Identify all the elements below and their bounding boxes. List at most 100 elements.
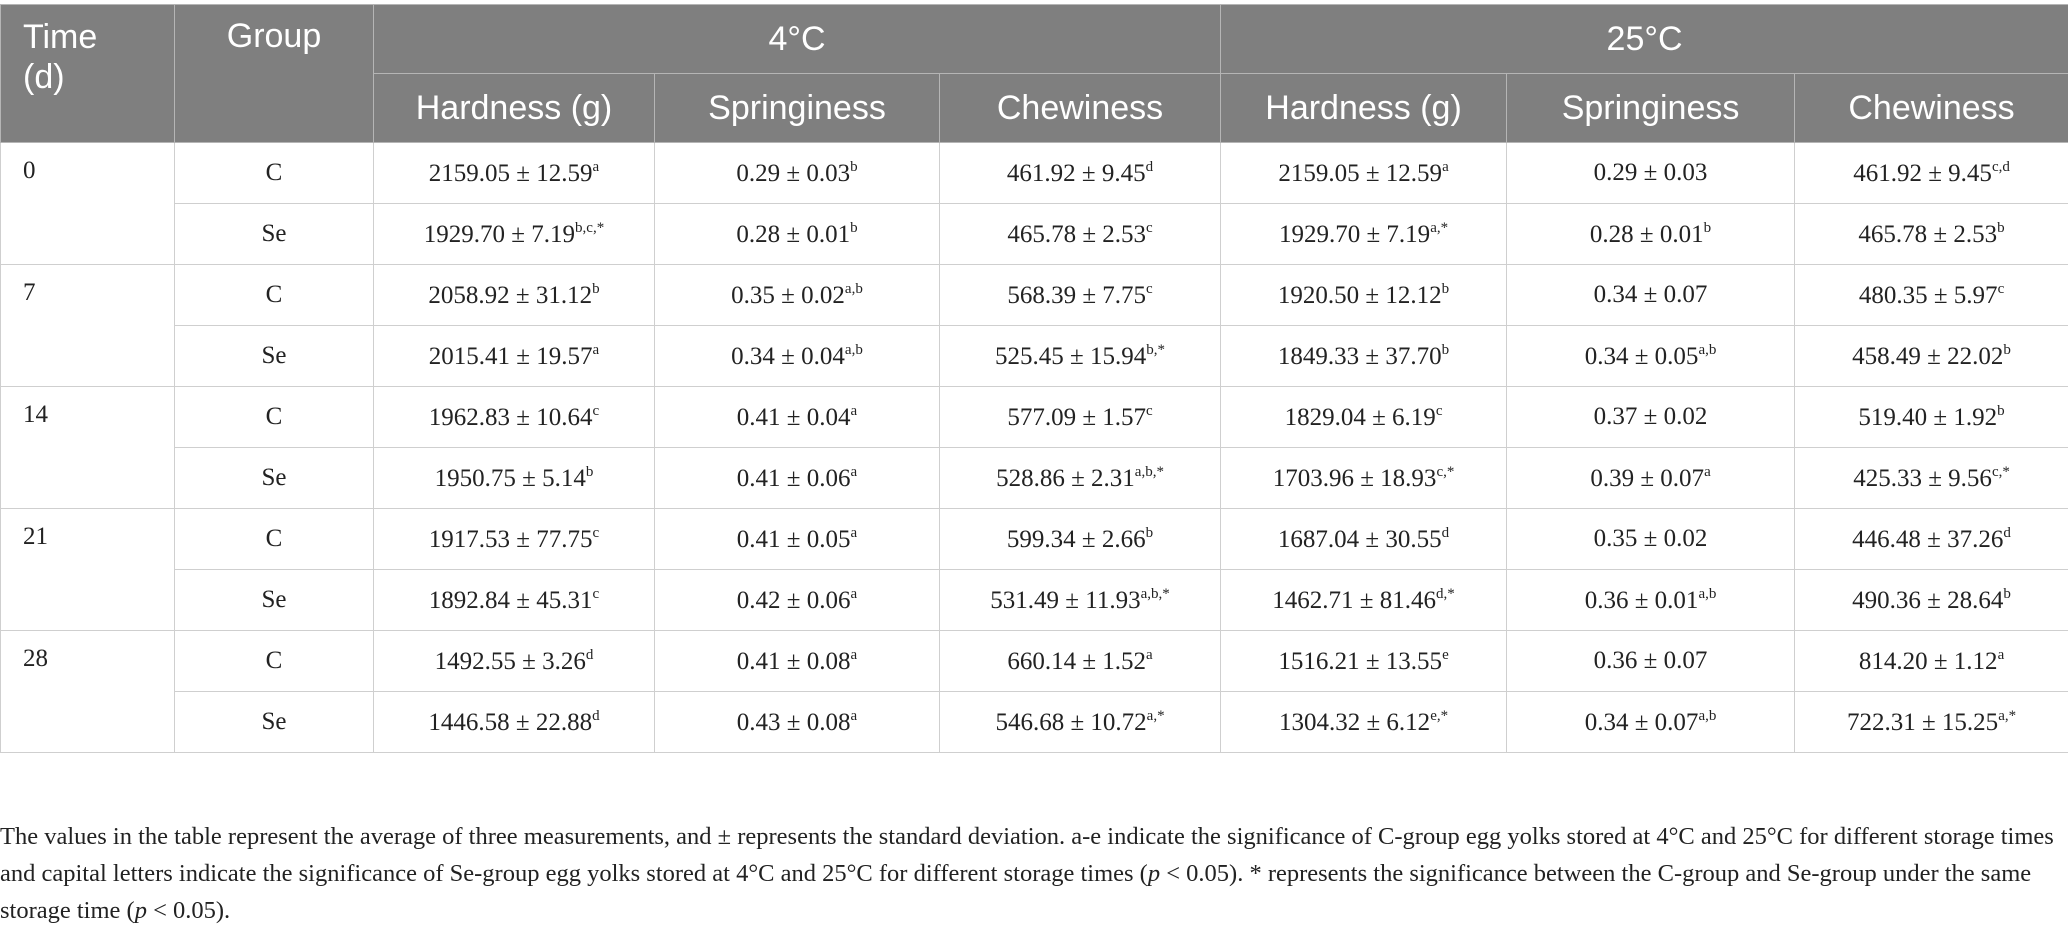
- group-cell: Se: [174, 691, 374, 753]
- value-cell: 0.35 ± 0.02a,b: [654, 264, 940, 326]
- group-cell: Se: [174, 569, 374, 631]
- value-text: 546.68 ± 10.72: [995, 708, 1147, 736]
- value-text: 1950.75 ± 5.14: [434, 464, 586, 492]
- significance-mark: d: [592, 707, 600, 724]
- value-text: 1304.32 ± 6.12: [1278, 708, 1431, 736]
- value-cell: 465.78 ± 2.53b: [1794, 203, 2068, 265]
- table-row: 28 C 1492.55 ± 3.26d 0.41 ± 0.08a 660.14 ± 1…: [0, 630, 2068, 753]
- time-cell: 7: [0, 264, 175, 387]
- group-header: Group: [174, 4, 374, 143]
- value-cell: 458.49 ± 22.02b: [1794, 325, 2068, 387]
- value-text: 1962.83 ± 10.64: [428, 403, 593, 431]
- value-text: 577.09 ± 1.57: [1007, 403, 1147, 431]
- significance-mark: a,*: [1998, 707, 2017, 724]
- value-text: 0.29 ± 0.03: [1593, 159, 1708, 186]
- table-row: Se 1446.58 ± 22.88d 0.43 ± 0.08a 546.68 ± 1…: [1, 691, 2068, 753]
- significance-mark: b: [592, 280, 600, 297]
- value-cell: 1703.96 ± 18.93c,*: [1220, 447, 1508, 509]
- significance-mark: b,c,*: [575, 219, 605, 236]
- table-row: Se 1929.70 ± 7.19b,c,* 0.28 ± 0.01b 465.78 …: [1, 203, 2068, 265]
- value-text: 1917.53 ± 77.75: [428, 525, 593, 553]
- significance-mark: a: [1146, 646, 1153, 663]
- significance-mark: b: [2003, 341, 2011, 358]
- value-cell: 722.31 ± 15.25a,*: [1794, 691, 2068, 753]
- value-text: 660.14 ± 1.52: [1007, 647, 1147, 675]
- value-cell: 525.45 ± 15.94b,*: [938, 325, 1222, 387]
- value-cell: 425.33 ± 9.56c,*: [1794, 447, 2068, 509]
- value-text: 1516.21 ± 13.55: [1278, 647, 1443, 675]
- table-row: Se 1950.75 ± 5.14b 0.41 ± 0.06a 528.86 ± 2.…: [1, 447, 2068, 509]
- significance-mark: c: [1435, 402, 1443, 419]
- value-cell: 1462.71 ± 81.46d,*: [1220, 569, 1508, 631]
- value-cell: 0.41 ± 0.05a: [654, 508, 940, 570]
- value-text: 0.39 ± 0.07: [1590, 464, 1705, 492]
- significance-mark: d: [1145, 158, 1154, 175]
- value-text: 0.28 ± 0.01: [736, 220, 851, 248]
- value-text: 599.34 ± 2.66: [1006, 525, 1146, 553]
- value-text: 0.28 ± 0.01: [1589, 220, 1704, 248]
- table-row: 7 C 2058.92 ± 31.12b 0.35 ± 0.02a,b 568.39 ±…: [0, 264, 2068, 387]
- significance-mark: b: [585, 463, 594, 480]
- value-text: 0.34 ± 0.04: [731, 342, 845, 370]
- value-text: 2058.92 ± 31.12: [428, 281, 593, 309]
- significance-mark: b,*: [1146, 341, 1165, 358]
- value-cell: 465.78 ± 2.53c: [938, 203, 1222, 265]
- significance-mark: a,*: [1146, 707, 1165, 724]
- column-header: Hardness (g): [373, 73, 655, 143]
- value-text: 531.49 ± 11.93: [990, 586, 1141, 614]
- value-cell: 2058.92 ± 31.12b: [373, 264, 655, 326]
- significance-mark: c: [1146, 219, 1153, 236]
- value-text: 446.48 ± 37.26: [1852, 525, 2004, 553]
- value-text: 490.36 ± 28.64: [1852, 586, 2004, 614]
- header-row: Time (d) Group 4°C 25°C: [0, 4, 2068, 143]
- time-cell: 21: [0, 508, 175, 631]
- value-cell: 0.29 ± 0.03b: [654, 142, 940, 204]
- table-body: 0 C 2159.05 ± 12.59a 0.29 ± 0.03b 461.92 ± 9…: [0, 142, 2068, 753]
- significance-mark: b: [1997, 219, 2005, 236]
- value-text: 425.33 ± 9.56: [1853, 464, 1992, 492]
- value-text: 1446.58 ± 22.88: [428, 708, 593, 736]
- column-header: Chewiness: [1794, 73, 2068, 143]
- value-text: 480.35 ± 5.97: [1858, 281, 1998, 309]
- value-text: 0.29 ± 0.03: [736, 159, 851, 187]
- value-cell: 0.43 ± 0.08a: [654, 691, 940, 753]
- value-cell: 1446.58 ± 22.88d: [373, 691, 655, 753]
- table-row: 0 C 2159.05 ± 12.59a 0.29 ± 0.03b 461.92 ± 9…: [0, 142, 2068, 265]
- value-cell: 0.42 ± 0.06a: [654, 569, 940, 631]
- group-cell: Se: [174, 447, 374, 509]
- value-text: 0.41 ± 0.08: [736, 647, 851, 675]
- value-text: 0.37 ± 0.02: [1593, 403, 1708, 430]
- significance-mark: b: [850, 219, 858, 236]
- value-text: 519.40 ± 1.92: [1858, 403, 1998, 431]
- significance-mark: a: [850, 707, 858, 724]
- value-cell: 0.34 ± 0.07: [1506, 264, 1796, 326]
- value-cell: 1917.53 ± 77.75c: [373, 508, 655, 570]
- value-text: 0.36 ± 0.01: [1584, 586, 1699, 614]
- value-cell: 568.39 ± 7.75c: [938, 264, 1222, 326]
- table-row: 21 C 1917.53 ± 77.75c 0.41 ± 0.05a 599.34 ± …: [0, 508, 2068, 631]
- value-cell: 1929.70 ± 7.19a,*: [1220, 203, 1508, 265]
- value-cell: 1829.04 ± 6.19c: [1220, 386, 1508, 448]
- significance-mark: e,*: [1430, 707, 1449, 724]
- significance-mark: c,d: [1991, 158, 2010, 175]
- table-header: Time (d) Group 4°C 25°C Hardness (g) Springin…: [0, 4, 2068, 143]
- value-text: 465.78 ± 2.53: [1858, 220, 1998, 248]
- significance-mark: b: [1703, 219, 1712, 236]
- value-text: 2159.05 ± 12.59: [428, 159, 593, 187]
- value-text: 1849.33 ± 37.70: [1277, 342, 1442, 370]
- value-text: 1892.84 ± 45.31: [428, 586, 593, 614]
- value-text: 568.39 ± 7.75: [1007, 281, 1147, 309]
- significance-mark: b: [1145, 524, 1154, 541]
- value-cell: 519.40 ± 1.92b: [1794, 386, 2068, 448]
- significance-mark: a: [1704, 463, 1711, 480]
- table-row: 14 C 1962.83 ± 10.64c 0.41 ± 0.04a 577.09 ± …: [0, 386, 2068, 509]
- value-text: 0.34 ± 0.07: [1584, 708, 1699, 736]
- value-text: 0.41 ± 0.04: [736, 403, 851, 431]
- value-text: 2159.05 ± 12.59: [1278, 159, 1443, 187]
- temperature-header: 4°C: [372, 4, 1222, 74]
- group-cell: Se: [174, 203, 374, 265]
- value-text: 461.92 ± 9.45: [1006, 159, 1146, 187]
- value-cell: 1892.84 ± 45.31c: [373, 569, 655, 631]
- value-text: 1929.70 ± 7.19: [1278, 220, 1431, 248]
